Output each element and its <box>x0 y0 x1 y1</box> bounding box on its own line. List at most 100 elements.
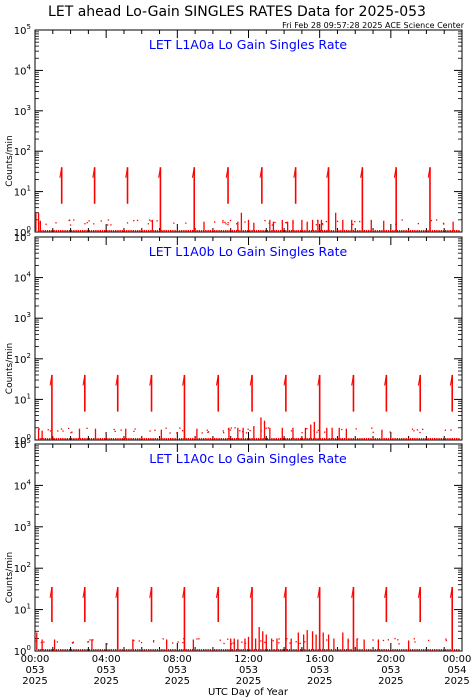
data-point <box>152 649 154 651</box>
data-point <box>139 230 141 232</box>
data-point <box>278 638 280 640</box>
data-point <box>150 438 152 440</box>
data-point <box>231 438 233 440</box>
data-point <box>447 649 449 651</box>
data-point <box>106 649 108 651</box>
data-point <box>359 220 361 223</box>
data-point <box>401 219 403 221</box>
data-point <box>414 230 416 232</box>
data-point <box>370 649 372 651</box>
data-point <box>88 649 90 651</box>
data-point <box>137 649 139 651</box>
data-point <box>62 230 64 232</box>
data-point <box>306 438 308 440</box>
data-point <box>434 230 436 232</box>
data-point <box>458 649 460 651</box>
data-point <box>409 649 412 651</box>
data-point <box>425 438 427 440</box>
data-spike-edge <box>384 586 387 598</box>
data-point <box>440 649 442 651</box>
data-point <box>302 230 304 232</box>
data-point <box>205 230 207 232</box>
data-point <box>79 230 82 232</box>
data-point <box>49 649 51 651</box>
data-point <box>418 649 420 651</box>
data-point <box>458 230 460 232</box>
data-spike-edge <box>283 374 287 386</box>
x-tick-label: 053 <box>239 665 258 676</box>
data-point <box>324 431 326 433</box>
x-tick-label: 2025 <box>93 676 118 687</box>
data-point <box>236 649 238 651</box>
data-point <box>209 649 211 651</box>
data-point <box>106 643 108 645</box>
plot-frame <box>34 29 463 233</box>
data-point <box>352 223 354 226</box>
data-spike-edge <box>249 374 253 386</box>
data-point <box>416 429 419 431</box>
data-point <box>50 430 52 432</box>
data-point <box>332 438 335 440</box>
data-point <box>442 230 445 232</box>
data-point <box>442 222 445 224</box>
data-point <box>143 230 145 232</box>
data-point <box>266 230 269 232</box>
data-point <box>260 230 262 232</box>
data-point <box>272 640 274 642</box>
data-point <box>176 230 178 232</box>
data-point <box>436 230 438 232</box>
data-point <box>106 230 108 232</box>
data-point <box>225 223 227 225</box>
data-point <box>427 230 429 232</box>
data-point <box>425 230 427 232</box>
data-point <box>337 230 339 232</box>
x-tick-label: 20:00 <box>376 654 405 665</box>
data-point <box>413 430 415 432</box>
data-point <box>227 638 229 640</box>
data-point <box>72 642 74 644</box>
data-point <box>150 220 152 222</box>
data-point <box>73 219 75 221</box>
y-tick-label: 100 <box>14 433 31 447</box>
data-point <box>321 223 324 225</box>
data-point <box>174 230 176 232</box>
data-point <box>170 649 172 651</box>
data-point <box>376 230 379 232</box>
data-point <box>40 438 42 440</box>
data-point <box>140 641 143 644</box>
data-point <box>371 427 373 429</box>
data-point <box>240 438 242 440</box>
data-point <box>236 438 238 440</box>
data-point <box>427 649 429 651</box>
data-point <box>177 641 179 643</box>
data-point <box>389 431 391 433</box>
data-point <box>440 438 442 440</box>
data-point <box>139 438 141 440</box>
data-point <box>407 230 409 232</box>
data-point <box>317 649 319 651</box>
data-point <box>396 230 398 232</box>
data-point <box>413 638 415 640</box>
data-point <box>185 438 187 440</box>
data-point <box>123 438 126 440</box>
data-point <box>57 230 60 232</box>
panels: 100 101 102 103 104 105 Counts/min LET L1A0a Lo… <box>5 23 463 658</box>
data-point <box>219 639 221 641</box>
data-point <box>112 649 115 651</box>
data-point <box>414 649 416 651</box>
data-point <box>225 438 227 440</box>
data-point <box>49 438 51 440</box>
data-point <box>183 230 185 232</box>
data-point <box>354 230 357 232</box>
data-point <box>293 438 295 440</box>
data-point <box>176 438 178 440</box>
x-tick-label: 054 <box>447 665 466 676</box>
data-point <box>187 438 189 440</box>
data-point <box>436 649 438 651</box>
data-point <box>178 230 181 232</box>
data-point <box>445 649 447 651</box>
data-point <box>392 438 394 440</box>
data-point <box>176 432 178 434</box>
data-point <box>304 649 306 651</box>
data-point <box>176 649 178 651</box>
